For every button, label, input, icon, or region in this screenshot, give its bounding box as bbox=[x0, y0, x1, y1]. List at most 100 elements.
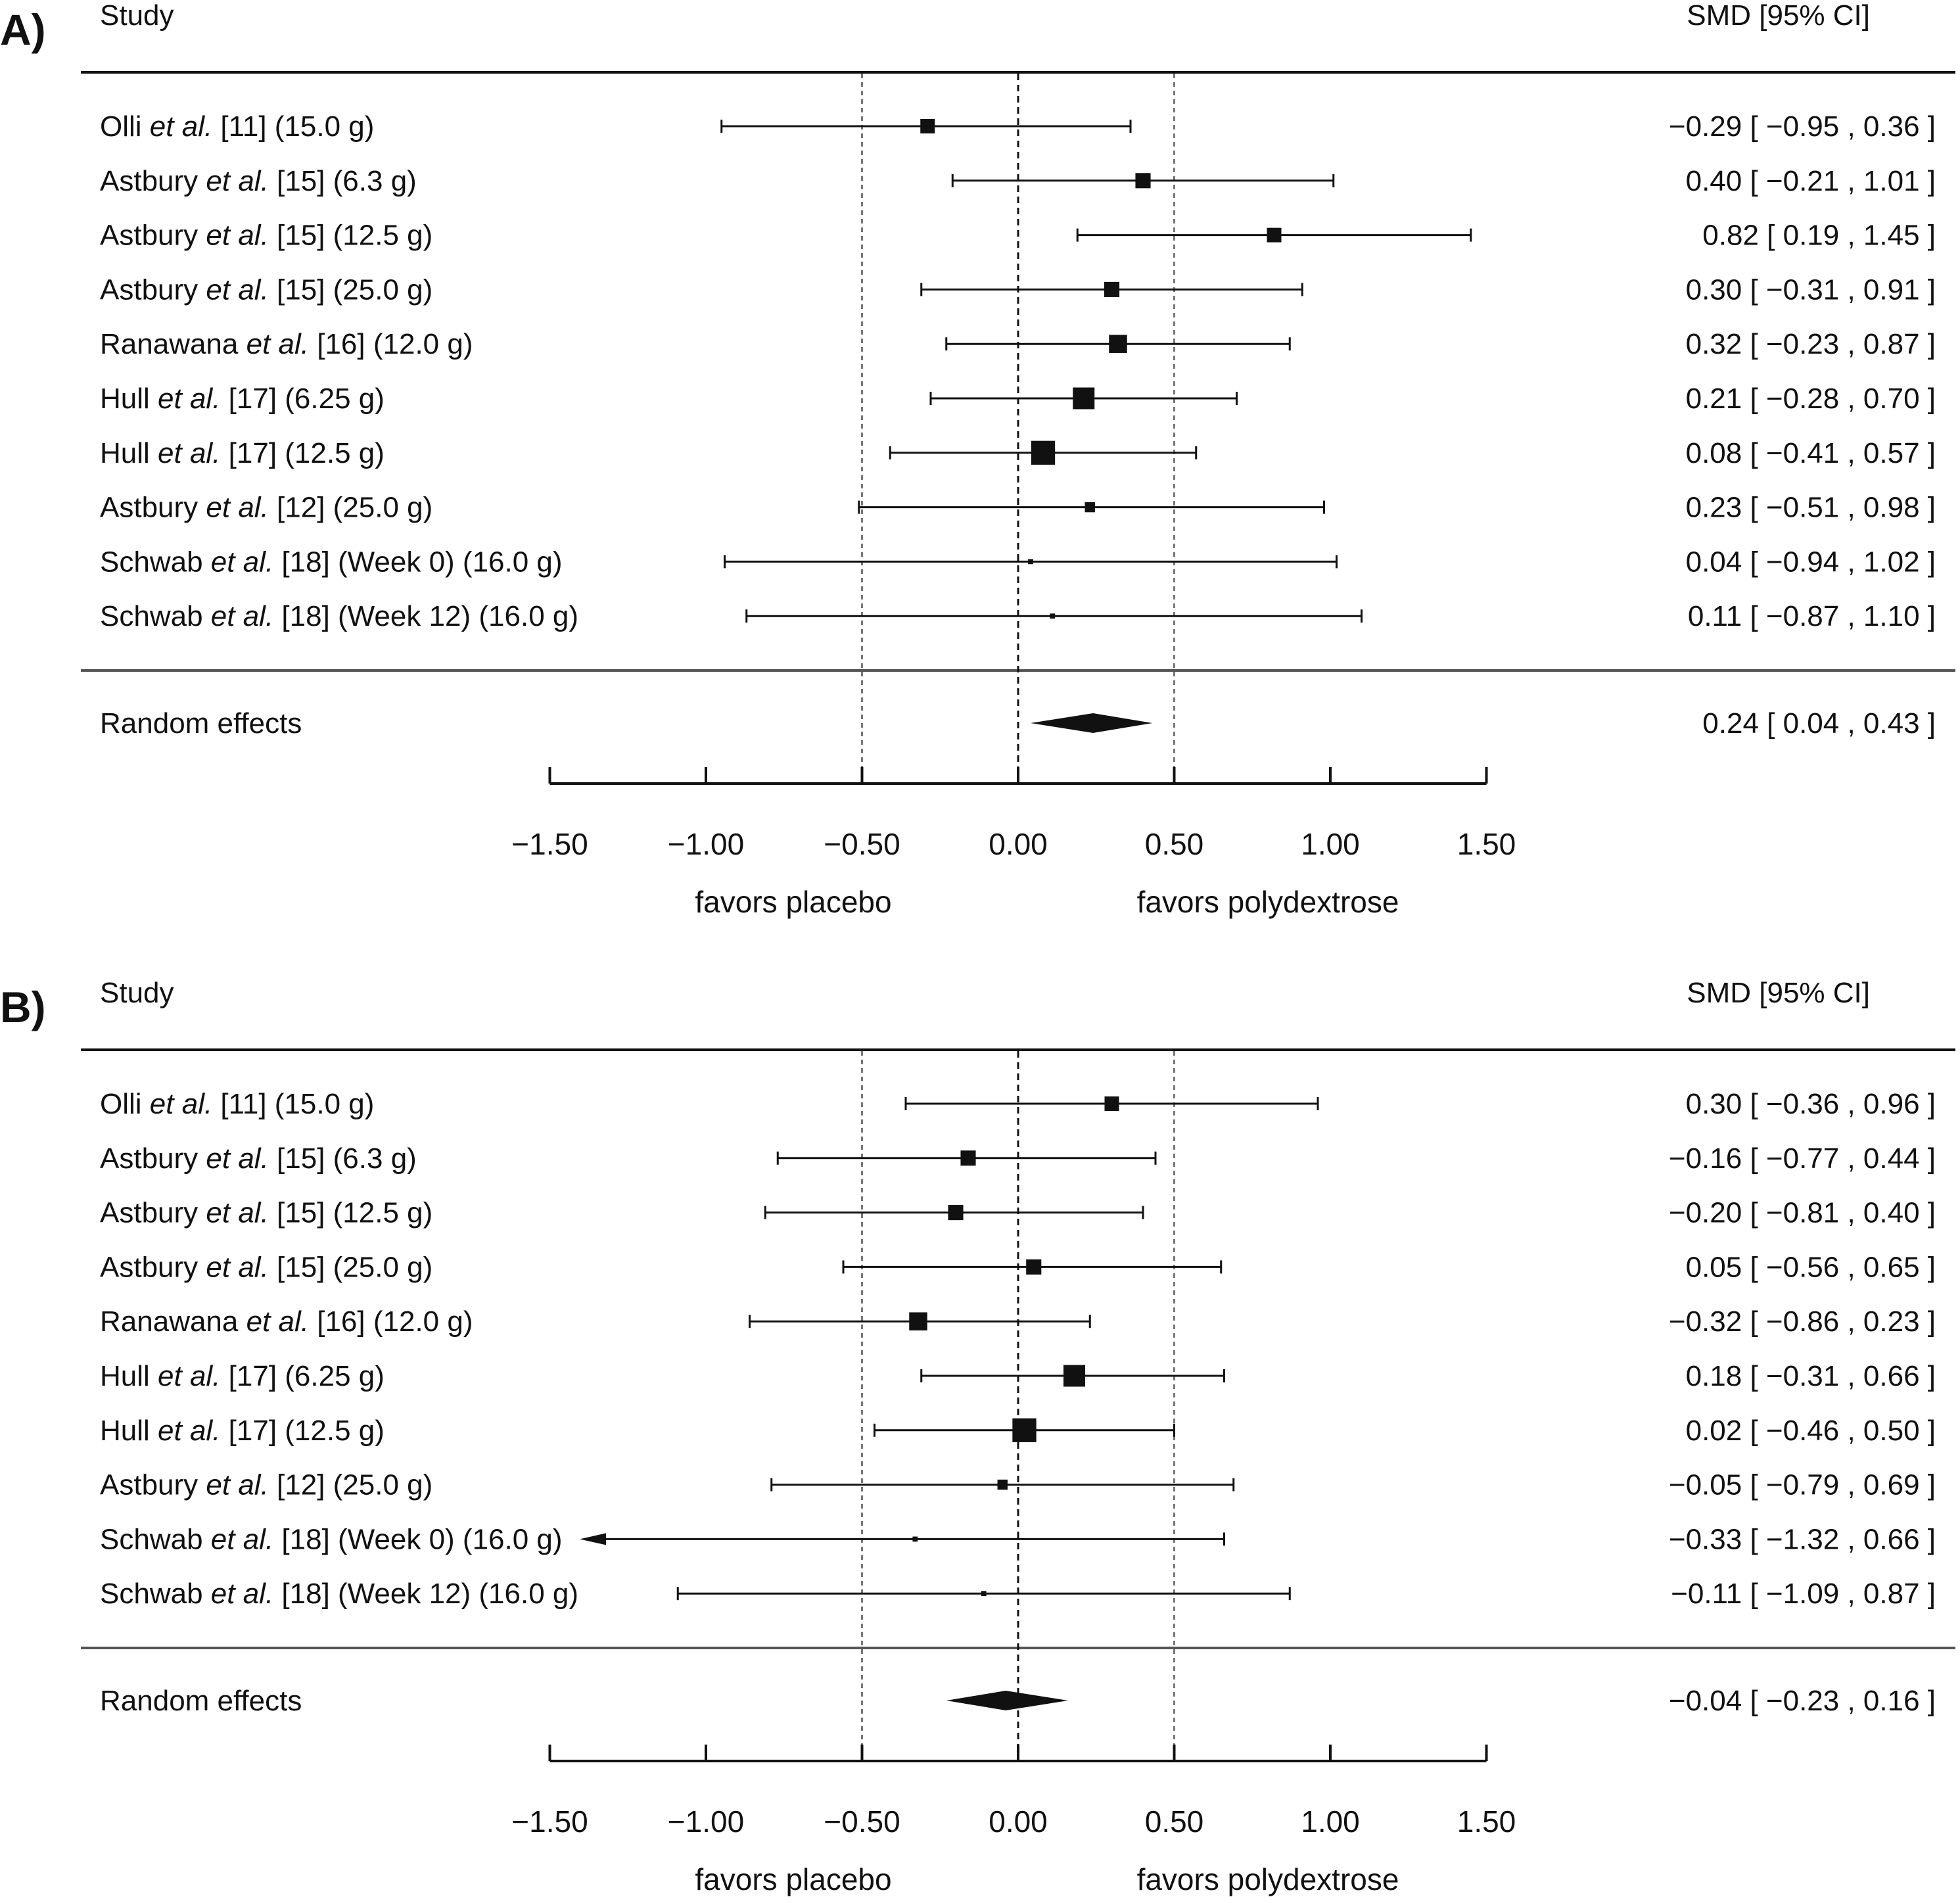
point-estimate bbox=[1135, 173, 1151, 189]
point-estimate bbox=[1050, 613, 1056, 619]
study-reference: [16] (12.0 g) bbox=[317, 1305, 473, 1338]
summary-row: Random effects −0.04 [ −0.23 , 0.16 ] bbox=[100, 1685, 1936, 1717]
study-label: Astbury et al. [15] (6.3 g) bbox=[100, 1142, 417, 1175]
study-row: Hull et al. [17] (12.5 g) 0.08 [ −0.41 , … bbox=[100, 437, 1936, 469]
study-reference: [17] (6.25 g) bbox=[229, 383, 385, 415]
ci-text: −0.29 [ −0.95 , 0.36 ] bbox=[1669, 110, 1936, 143]
study-author: Astbury bbox=[100, 1197, 198, 1229]
study-label: Olli et al. [11] (15.0 g) bbox=[100, 110, 374, 143]
study-reference: [12] (25.0 g) bbox=[277, 492, 432, 524]
study-label: Hull et al. [17] (6.25 g) bbox=[100, 1360, 385, 1392]
ci-arrow-left bbox=[580, 1533, 606, 1545]
study-reference: [18] (Week 0) (16.0 g) bbox=[281, 1523, 562, 1555]
study-author: Hull bbox=[100, 1360, 150, 1392]
summary-label: Random effects bbox=[100, 707, 302, 740]
study-label: Ranawana et al. [16] (12.0 g) bbox=[100, 328, 473, 360]
study-etal: et al. bbox=[206, 165, 268, 197]
study-etal: et al. bbox=[206, 1251, 268, 1283]
study-reference: [18] (Week 12) (16.0 g) bbox=[281, 600, 578, 632]
x-axis: −1.50 −1.00 −0.50 0.00 0.50 1.00 1.50 bbox=[511, 1745, 1516, 1839]
point-estimate bbox=[1085, 502, 1095, 513]
study-etal: et al. bbox=[158, 437, 220, 469]
column-header-study: Study bbox=[100, 0, 174, 32]
ci-text: −0.16 [ −0.77 , 0.44 ] bbox=[1669, 1142, 1936, 1175]
study-etal: et al. bbox=[206, 273, 268, 306]
ci-text: 0.23 [ −0.51 , 0.98 ] bbox=[1686, 492, 1936, 524]
summary-row: Random effects 0.24 [ 0.04 , 0.43 ] bbox=[100, 707, 1936, 740]
summary-diamond bbox=[1031, 713, 1153, 733]
x-tick-label: 1.00 bbox=[1301, 827, 1360, 861]
point-estimate bbox=[960, 1150, 976, 1166]
study-author: Astbury bbox=[100, 492, 198, 524]
column-header-smd: SMD [95% CI] bbox=[1687, 977, 1870, 1009]
x-tick-label: 1.50 bbox=[1457, 827, 1516, 861]
study-row: Ranawana et al. [16] (12.0 g) −0.32 [ −0.… bbox=[100, 1305, 1936, 1338]
point-estimate bbox=[1267, 227, 1282, 243]
point-estimate bbox=[1028, 559, 1033, 565]
study-row: Astbury et al. [15] (6.3 g) −0.16 [ −0.77… bbox=[100, 1142, 1936, 1175]
study-author: Schwab bbox=[100, 1523, 203, 1555]
ci-text: −0.20 [ −0.81 , 0.40 ] bbox=[1669, 1197, 1936, 1229]
point-estimate bbox=[1104, 1096, 1119, 1111]
ci-text: 0.82 [ 0.19 , 1.45 ] bbox=[1702, 220, 1936, 252]
ci-text: 0.08 [ −0.41 , 0.57 ] bbox=[1686, 437, 1936, 469]
study-label: Astbury et al. [15] (6.3 g) bbox=[100, 165, 417, 197]
study-author: Ranawana bbox=[100, 1305, 239, 1338]
study-label: Astbury et al. [15] (12.5 g) bbox=[100, 1197, 432, 1229]
study-reference: [17] (12.5 g) bbox=[229, 1415, 385, 1447]
study-reference: [12] (25.0 g) bbox=[277, 1469, 432, 1501]
forest-panel-b: B) Study SMD [95% CI] Olli et al. [11] (15.… bbox=[0, 977, 1955, 1896]
summary-diamond bbox=[946, 1691, 1068, 1710]
study-reference: [15] (25.0 g) bbox=[277, 273, 432, 306]
study-etal: et al. bbox=[158, 1360, 220, 1392]
study-reference: [15] (12.5 g) bbox=[277, 220, 432, 252]
study-row: Ranawana et al. [16] (12.0 g) 0.32 [ −0.2… bbox=[100, 328, 1936, 360]
study-label: Hull et al. [17] (12.5 g) bbox=[100, 437, 385, 469]
study-author: Astbury bbox=[100, 1251, 198, 1283]
x-tick-label: 1.00 bbox=[1301, 1804, 1360, 1839]
study-row: Astbury et al. [15] (25.0 g) 0.05 [ −0.56… bbox=[100, 1251, 1936, 1283]
study-author: Astbury bbox=[100, 165, 198, 197]
study-label: Schwab et al. [18] (Week 0) (16.0 g) bbox=[100, 1523, 563, 1555]
panel-label: A) bbox=[0, 5, 46, 54]
study-etal: et al. bbox=[246, 1305, 309, 1338]
study-author: Olli bbox=[100, 110, 142, 143]
study-etal: et al. bbox=[206, 1142, 268, 1175]
x-tick-label: −1.00 bbox=[668, 827, 744, 861]
study-label: Schwab et al. [18] (Week 0) (16.0 g) bbox=[100, 546, 563, 578]
ci-text: 0.04 [ −0.94 , 1.02 ] bbox=[1686, 546, 1936, 578]
study-author: Ranawana bbox=[100, 328, 239, 360]
point-estimate bbox=[1073, 387, 1095, 410]
study-reference: [16] (12.0 g) bbox=[317, 328, 473, 360]
study-row: Astbury et al. [15] (6.3 g) 0.40 [ −0.21 … bbox=[100, 165, 1936, 197]
study-etal: et al. bbox=[206, 1469, 268, 1501]
ci-text: 0.21 [ −0.28 , 0.70 ] bbox=[1686, 383, 1936, 415]
study-author: Hull bbox=[100, 1415, 150, 1447]
point-estimate bbox=[997, 1479, 1008, 1490]
ci-text: 0.05 [ −0.56 , 0.65 ] bbox=[1686, 1251, 1936, 1283]
x-tick-label: 0.50 bbox=[1145, 1804, 1204, 1839]
study-label: Ranawana et al. [16] (12.0 g) bbox=[100, 1305, 473, 1338]
study-row: Astbury et al. [12] (25.0 g) 0.23 [ −0.51… bbox=[100, 492, 1936, 524]
ci-text: 0.40 [ −0.21 , 1.01 ] bbox=[1686, 165, 1936, 197]
point-estimate bbox=[981, 1591, 987, 1597]
study-author: Astbury bbox=[100, 220, 198, 252]
study-label: Hull et al. [17] (6.25 g) bbox=[100, 383, 385, 415]
study-reference: [11] (15.0 g) bbox=[220, 1088, 374, 1120]
study-etal: et al. bbox=[158, 1415, 220, 1447]
column-header-study: Study bbox=[100, 977, 174, 1009]
ci-text: 0.11 [ −0.87 , 1.10 ] bbox=[1688, 600, 1936, 632]
study-author: Hull bbox=[100, 437, 150, 469]
study-etal: et al. bbox=[150, 1088, 212, 1120]
study-label: Astbury et al. [15] (25.0 g) bbox=[100, 273, 432, 306]
study-row: Schwab et al. [18] (Week 12) (16.0 g) −0.… bbox=[100, 1578, 1936, 1610]
study-author: Olli bbox=[100, 1088, 142, 1120]
x-tick-label: −1.50 bbox=[511, 827, 588, 861]
point-estimate bbox=[1031, 440, 1056, 465]
study-row: Schwab et al. [18] (Week 0) (16.0 g) 0.04… bbox=[100, 546, 1936, 578]
ci-text: 0.30 [ −0.36 , 0.96 ] bbox=[1686, 1088, 1936, 1120]
study-row: Hull et al. [17] (6.25 g) 0.18 [ −0.31 , … bbox=[100, 1360, 1936, 1392]
favors-polydextrose-label: favors polydextrose bbox=[1137, 885, 1399, 919]
study-reference: [11] (15.0 g) bbox=[220, 110, 374, 143]
column-header-smd: SMD [95% CI] bbox=[1687, 0, 1870, 32]
